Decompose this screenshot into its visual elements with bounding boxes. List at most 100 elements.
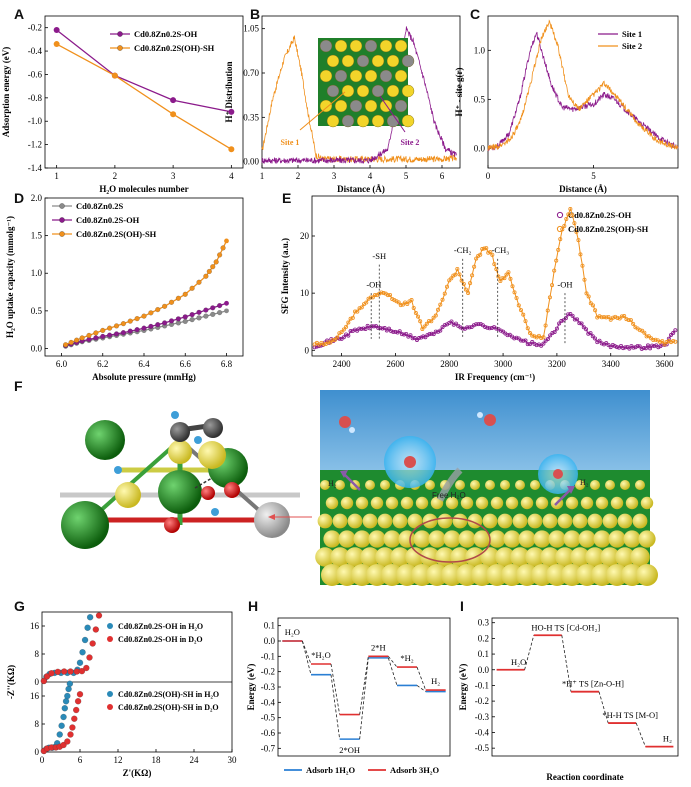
- point-e-1-83: [492, 262, 497, 267]
- point-e-0-144: [627, 346, 632, 351]
- point-e-0-111: [554, 326, 559, 331]
- y-tick-label-b-1: 0.35: [243, 112, 259, 122]
- inset-b-atom-2-2: [349, 69, 363, 83]
- y-tick-label-g-top-0: 0: [35, 677, 40, 687]
- inset-b-atom-3-4: [386, 84, 400, 98]
- point-e-0-21: [357, 326, 362, 331]
- inset-b-atom-3-2: [356, 84, 370, 98]
- point-e-1-52: [427, 318, 432, 323]
- series-c-0: [487, 31, 679, 152]
- series-b-1: [261, 26, 457, 165]
- point-e-0-72: [467, 325, 472, 330]
- point-e-1-139: [610, 315, 615, 320]
- point-e-0-124: [584, 327, 589, 332]
- point-e-1-96: [519, 308, 524, 313]
- point-e-0-37: [391, 329, 396, 334]
- x-axis-label-a: H₂O molecules number: [99, 184, 188, 194]
- y-tick-label-a-1: -0.4: [28, 46, 43, 56]
- x-axis-label-b: Distance (Å): [337, 184, 385, 194]
- point-g-top-0-10: [81, 636, 89, 644]
- point-d-2-end: [224, 238, 229, 244]
- point-d-1-6-2: [196, 309, 202, 315]
- point-e-1-137: [606, 314, 611, 319]
- point-a-1-3: [228, 146, 235, 153]
- x-tick-label-g-2: 12: [114, 755, 123, 765]
- point-e-0-113: [559, 319, 564, 324]
- point-e-0-114: [561, 318, 566, 323]
- point-e-0-102: [534, 343, 539, 348]
- point-d-1-5-2: [175, 316, 181, 322]
- point-e-1-118: [566, 212, 571, 217]
- annotation-e-text-2: -CH₂: [454, 245, 472, 255]
- point-e-1-125: [580, 263, 585, 268]
- connector-i-0: [524, 635, 535, 670]
- point-d-1-5-1: [169, 318, 175, 324]
- point-a-0-0: [53, 27, 60, 34]
- point-e-1-160: [658, 340, 663, 345]
- point-e-1-89: [504, 272, 509, 277]
- legend-c-1-label: Site 2: [622, 41, 642, 51]
- inset-b-atom-5-0: [326, 114, 340, 128]
- connector-h-0-4: [416, 685, 426, 692]
- point-e-1-79: [484, 246, 489, 251]
- x-tick-label-g-3: 18: [152, 755, 162, 765]
- point-d-2-3-0: [120, 321, 126, 327]
- point-e-0-30: [376, 325, 381, 330]
- point-d-1-4-0: [141, 325, 147, 331]
- point-g-top-1-4: [61, 668, 68, 675]
- series-d-2: [65, 240, 228, 346]
- y-tick-label-h-8: -0.7: [261, 743, 276, 753]
- connector-h-1-1: [330, 663, 341, 715]
- point-e-1-128: [586, 294, 591, 299]
- y-tick-label-h-6: -0.5: [261, 713, 276, 723]
- point-g-bottom-0-7: [58, 722, 65, 729]
- point-e-1-134: [599, 315, 604, 320]
- point-e-1-30: [379, 290, 384, 295]
- point-d-2-1-2: [93, 330, 99, 336]
- point-g-bottom-1-6: [64, 738, 71, 745]
- point-e-1-110: [550, 283, 555, 288]
- point-e-0-40: [397, 329, 402, 334]
- point-e-1-144: [622, 314, 627, 319]
- x-axis-label-g: Z'(KΩ): [123, 768, 152, 778]
- y-tick-label-a-2: -0.6: [28, 69, 43, 79]
- plot-frame-c: [487, 15, 679, 169]
- x-axis-label-c: Distance (Å): [559, 184, 607, 194]
- series-a-1: [56, 43, 232, 150]
- point-e-0-23: [361, 326, 366, 331]
- point-e-1-82: [490, 252, 495, 257]
- point-e-1-93: [512, 290, 517, 295]
- arrow-b-site1: [299, 91, 346, 131]
- point-e-0-71: [465, 325, 470, 330]
- point-e-0-116: [566, 312, 571, 317]
- plot-frame-b: [261, 15, 461, 169]
- inset-b-atom-3-1: [341, 84, 355, 98]
- panel-label-i: I: [460, 598, 464, 614]
- point-e-1-92: [510, 284, 515, 289]
- x-tick-label-b-1: 2: [296, 171, 301, 181]
- point-d-1-3-2: [134, 327, 140, 333]
- y-tick-label-h-1: 0.0: [264, 636, 276, 646]
- point-e-1-46: [413, 311, 418, 316]
- point-e-1-120: [570, 213, 575, 218]
- inset-b-atom-0-0: [319, 39, 333, 53]
- point-e-1-78: [482, 246, 487, 251]
- point-e-1-8: [330, 338, 335, 343]
- point-e-0-59: [438, 328, 443, 333]
- annotation-e-text-4: -OH: [557, 279, 572, 289]
- point-d-1-4-2: [155, 322, 161, 328]
- point-e-1-86: [498, 279, 503, 284]
- point-e-1-163: [664, 340, 669, 345]
- point-e-1-146: [626, 317, 631, 322]
- legend-g-top-0-label: Cd0.8Zn0.2S-OH in H₂O: [118, 622, 203, 631]
- point-e-0-100: [530, 340, 535, 345]
- y-axis-label-e: SFG Intensity (a.u.): [280, 238, 290, 314]
- y-tick-label-i-5: -0.2: [475, 696, 489, 706]
- point-e-1-153: [642, 330, 647, 335]
- point-e-1-130: [590, 303, 595, 308]
- y-tick-label-b-2: 0.70: [243, 68, 259, 78]
- inset-b-atom-4-1: [334, 99, 348, 113]
- point-g-top-1-3: [54, 668, 61, 675]
- point-e-1-45: [411, 305, 416, 310]
- y-tick-label-d-1: 0.5: [31, 306, 43, 316]
